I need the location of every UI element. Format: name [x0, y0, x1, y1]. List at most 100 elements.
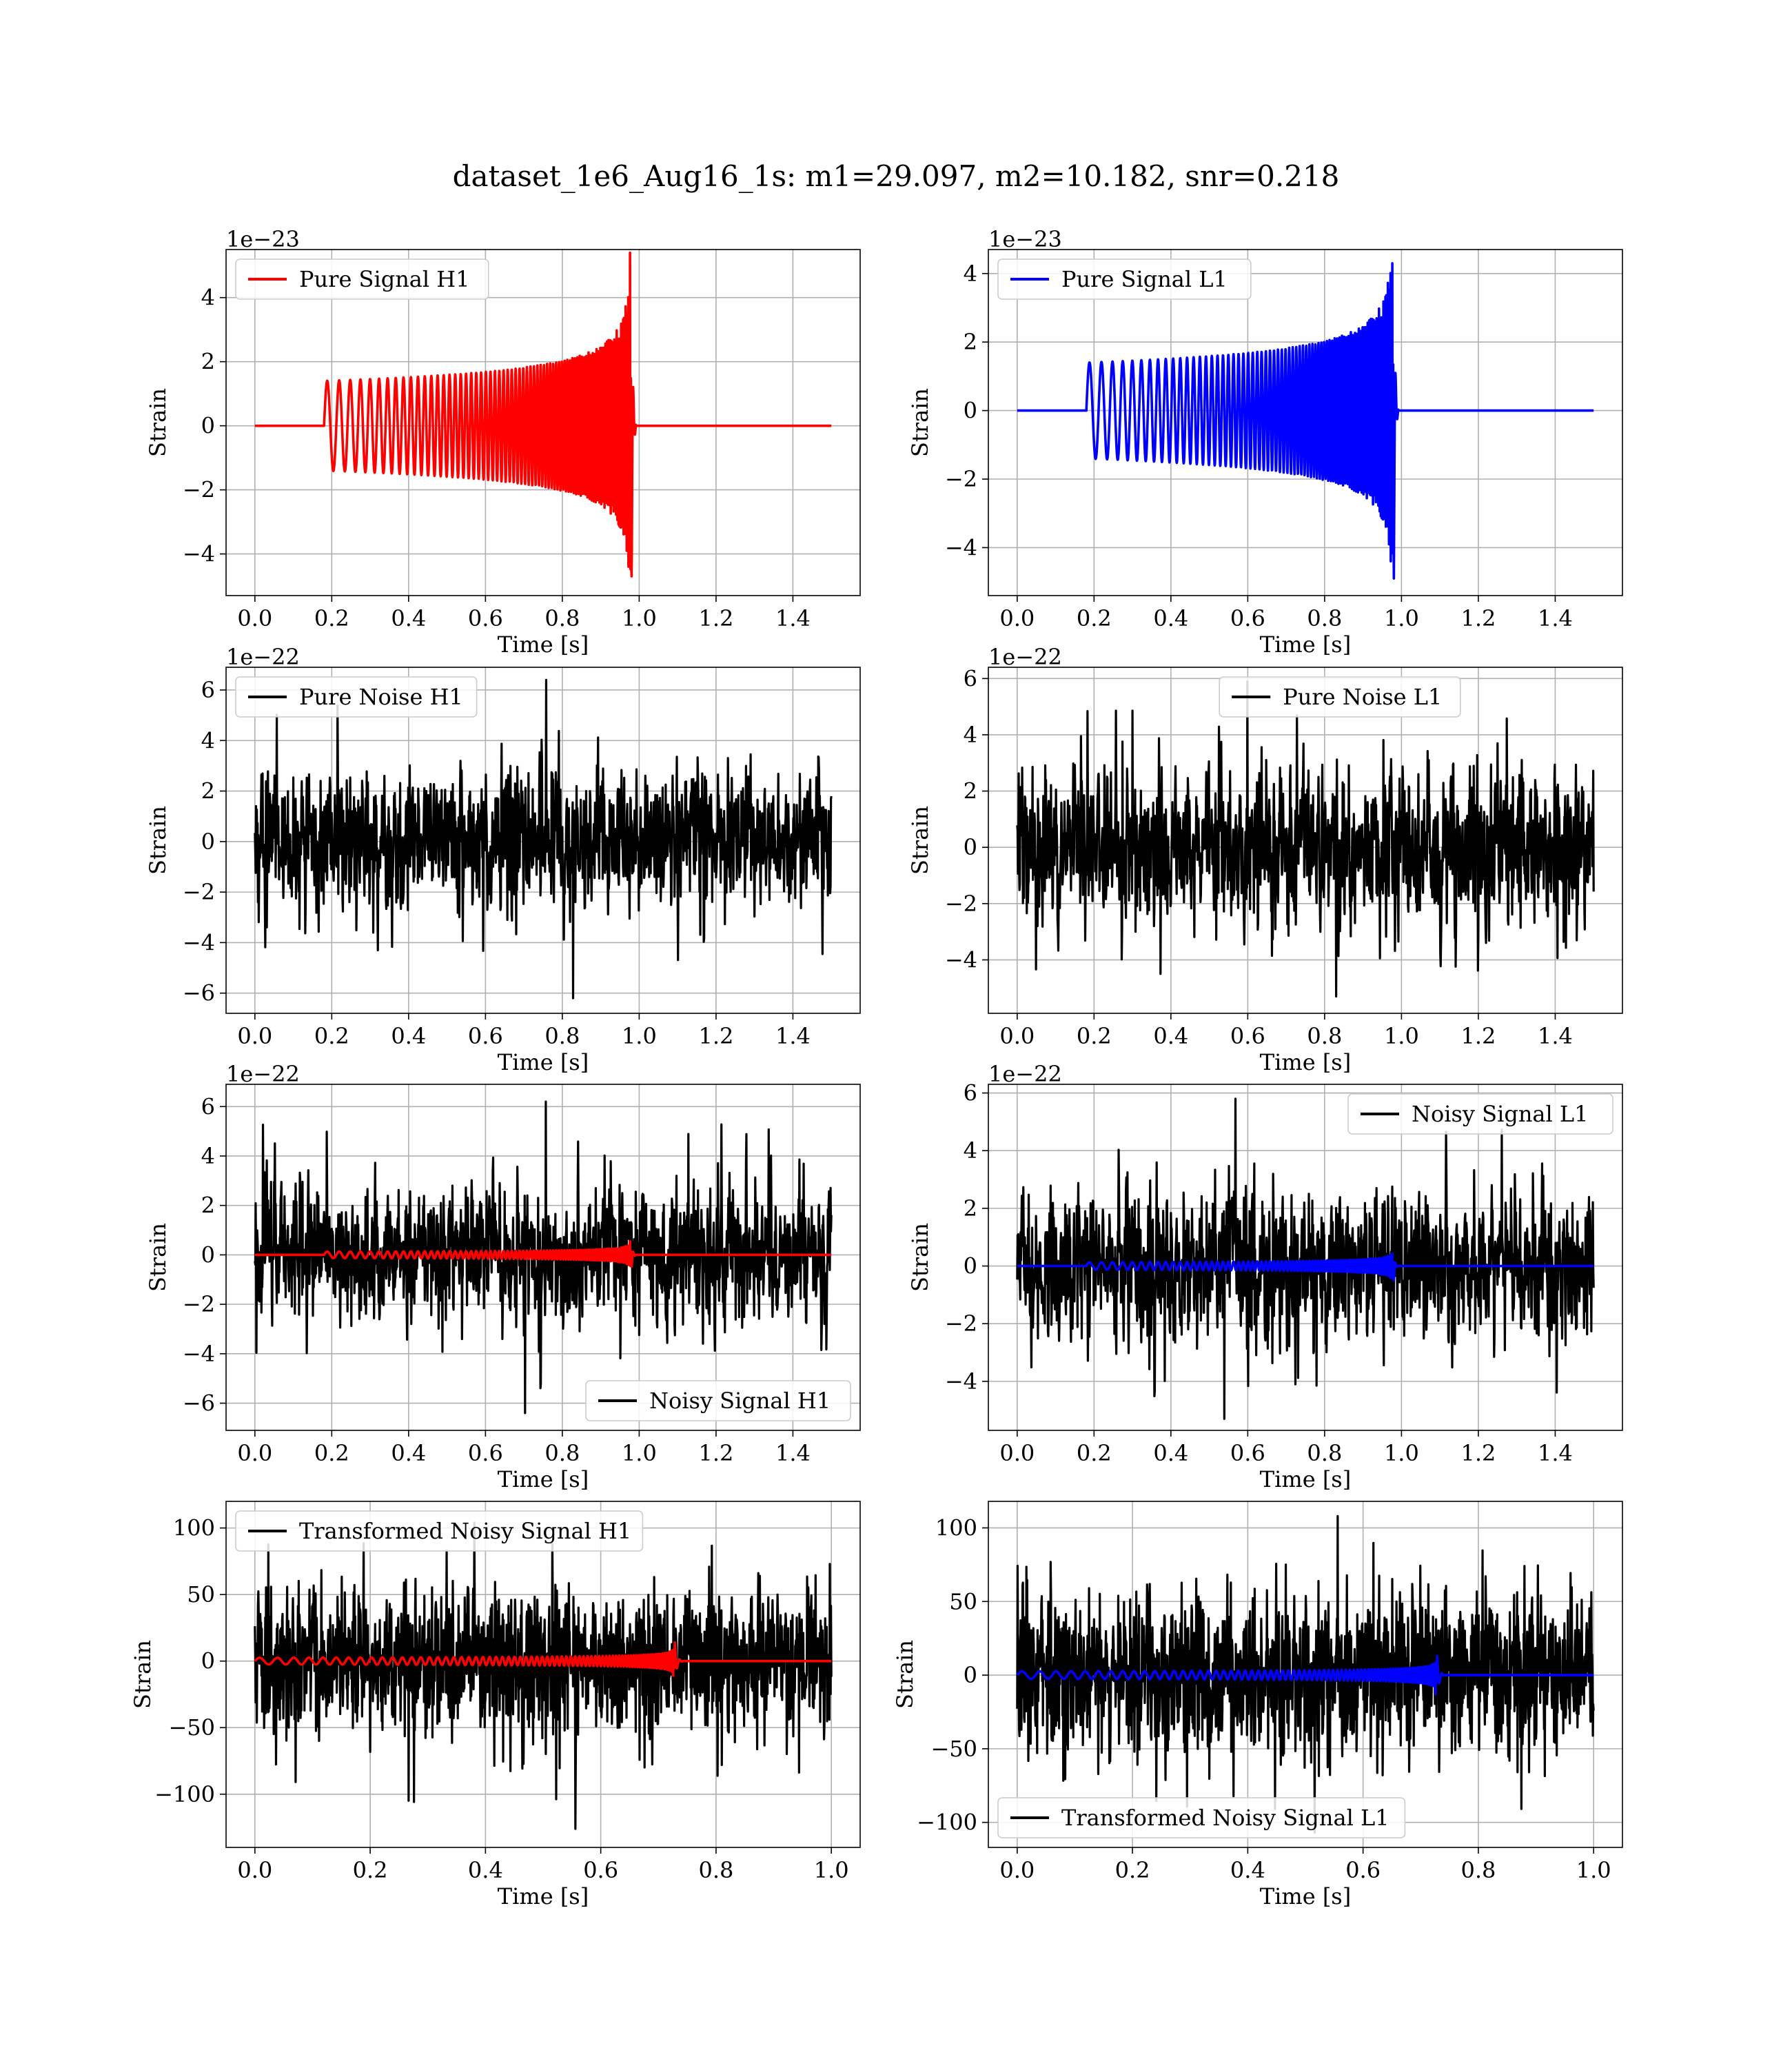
- x-tick-label: 1.2: [1460, 605, 1496, 631]
- x-tick-label: 0.2: [1077, 605, 1112, 631]
- signal-series-line: [1016, 262, 1595, 580]
- y-tick-label: 6: [964, 1080, 977, 1106]
- y-axis-label: Strain: [892, 1640, 918, 1709]
- y-tick-label: 0: [964, 1662, 977, 1688]
- x-tick-label: 1.0: [622, 1440, 657, 1466]
- axes-frame: [225, 1501, 861, 1848]
- x-tick-label: 1.0: [1384, 1023, 1419, 1049]
- noise-series-line: [254, 1100, 833, 1415]
- y-tick-label: 4: [201, 727, 215, 753]
- y-tick-label: 2: [201, 349, 215, 375]
- y-tick-label: 6: [201, 677, 215, 703]
- x-tick-label: 0.2: [314, 605, 349, 631]
- y-tick-label: −4: [945, 1368, 977, 1395]
- y-axis-label: Strain: [145, 388, 171, 457]
- axes-frame: [988, 1501, 1623, 1848]
- x-tick-label: 0.6: [583, 1857, 618, 1883]
- legend-label: Pure Signal H1: [299, 266, 470, 292]
- legend-box: [235, 258, 489, 300]
- signal-series-line: [1016, 1654, 1595, 1696]
- legend: Pure Signal L1: [997, 258, 1252, 300]
- axes-frame: [988, 667, 1623, 1014]
- x-tick-label: 0.8: [544, 1023, 580, 1049]
- y-tick-label: 0: [964, 834, 977, 860]
- plot-area: [1016, 1097, 1595, 1420]
- axes-frame: [988, 1084, 1623, 1431]
- x-tick-label: 0.8: [1307, 1440, 1342, 1466]
- x-tick-label: 0.4: [391, 605, 426, 631]
- legend-label: Pure Noise H1: [299, 684, 463, 710]
- x-tick-label: 0.6: [468, 1440, 503, 1466]
- x-tick-label: 0.6: [468, 1023, 503, 1049]
- x-tick-label: 0.6: [1230, 1023, 1265, 1049]
- x-tick-label: 0.8: [698, 1857, 733, 1883]
- x-tick-label: 1.4: [775, 1440, 811, 1466]
- x-tick-label: 0.2: [314, 1023, 349, 1049]
- y-tick-label: −2: [945, 1310, 977, 1337]
- x-tick-label: 0.6: [468, 605, 503, 631]
- subplot-transformed-noisy-signal-l1: 0.0 0.2 0.4 0.6 0.8 1.0 −100 −50 0 50 100 Time [s] S…: [892, 1501, 1623, 1909]
- y-tick-label: 0: [964, 1253, 977, 1279]
- x-axis-label: Time [s]: [1260, 631, 1351, 658]
- axis-offset-text: 1e−23: [988, 226, 1062, 252]
- x-tick-label: 1.2: [698, 605, 733, 631]
- legend-label: Noisy Signal H1: [649, 1388, 831, 1414]
- y-tick-label: 0: [201, 1648, 215, 1674]
- plot-area: [254, 678, 833, 1000]
- legend-label: Transformed Noisy Signal L1: [1061, 1805, 1389, 1831]
- legend-box: [1347, 1093, 1613, 1135]
- y-tick-label: 0: [201, 413, 215, 439]
- x-tick-label: 1.2: [698, 1440, 733, 1466]
- x-tick-label: 0.0: [999, 1857, 1035, 1883]
- x-tick-label: 0.2: [1115, 1857, 1150, 1883]
- axes-frame: [225, 667, 861, 1014]
- x-tick-label: 0.0: [999, 605, 1035, 631]
- plot-area: [1016, 680, 1595, 998]
- legend: Noisy Signal L1: [1347, 1093, 1613, 1135]
- subplot-pure-noise-h1: 0.0 0.2 0.4 0.6 0.8 1.0 1.2 1.4 −6 −4 −2 0 2 4 6 Time […: [145, 644, 861, 1075]
- legend-label: Noisy Signal L1: [1412, 1101, 1589, 1127]
- subplot-pure-signal-h1: 0.0 0.2 0.4 0.6 0.8 1.0 1.2 1.4 −4 −2 0 2 4 Time [s] S…: [145, 226, 861, 658]
- subplot-pure-noise-l1: 0.0 0.2 0.4 0.6 0.8 1.0 1.2 1.4 −4 −2 0 2 4 6 Time [s]…: [907, 644, 1623, 1075]
- noise-series-line: [1016, 1097, 1595, 1420]
- legend-label: Pure Noise L1: [1283, 684, 1442, 710]
- x-tick-label: 0.4: [1153, 1023, 1188, 1049]
- y-tick-label: 6: [201, 1093, 215, 1119]
- x-tick-label: 0.4: [391, 1440, 426, 1466]
- signal-series-line: [254, 251, 833, 578]
- x-axis-label: Time [s]: [1260, 1466, 1351, 1492]
- plot-area: [1016, 1514, 1595, 1834]
- y-tick-label: 0: [964, 398, 977, 424]
- x-tick-label: 1.2: [1460, 1023, 1496, 1049]
- noise-series-line: [1016, 680, 1595, 998]
- x-tick-label: 0.0: [237, 1857, 272, 1883]
- x-tick-label: 0.8: [1307, 605, 1342, 631]
- legend: Transformed Noisy Signal H1: [235, 1510, 644, 1552]
- y-tick-label: −2: [945, 891, 977, 917]
- y-tick-label: −2: [183, 879, 215, 905]
- x-tick-label: 1.0: [1576, 1857, 1611, 1883]
- y-tick-label: 50: [187, 1581, 215, 1608]
- x-tick-label: 1.0: [622, 1023, 657, 1049]
- y-tick-label: 2: [201, 778, 215, 804]
- y-tick-label: −6: [183, 1390, 215, 1417]
- x-tick-label: 1.4: [775, 1023, 811, 1049]
- y-axis-label: Strain: [145, 806, 171, 875]
- legend-box: [997, 1797, 1406, 1838]
- y-tick-label: 4: [201, 1143, 215, 1169]
- x-tick-label: 1.4: [1538, 1023, 1573, 1049]
- noise-series-line: [254, 1521, 833, 1830]
- y-tick-label: −50: [930, 1736, 977, 1762]
- legend-label: Pure Signal L1: [1061, 266, 1228, 292]
- x-tick-label: 1.2: [698, 1023, 733, 1049]
- legend: Transformed Noisy Signal L1: [997, 1797, 1406, 1838]
- x-tick-label: 0.6: [1230, 1440, 1265, 1466]
- subplot-noisy-signal-h1: 0.0 0.2 0.4 0.6 0.8 1.0 1.2 1.4 −6 −4 −2 0 2 4 6 Time […: [145, 1061, 861, 1492]
- x-tick-label: 1.2: [1460, 1440, 1496, 1466]
- legend-box: [585, 1380, 851, 1421]
- x-axis-label: Time [s]: [498, 1883, 589, 1909]
- y-tick-label: 4: [964, 1137, 977, 1164]
- x-axis-label: Time [s]: [498, 631, 589, 658]
- y-tick-label: −100: [154, 1781, 215, 1807]
- gridlines: [988, 250, 1622, 596]
